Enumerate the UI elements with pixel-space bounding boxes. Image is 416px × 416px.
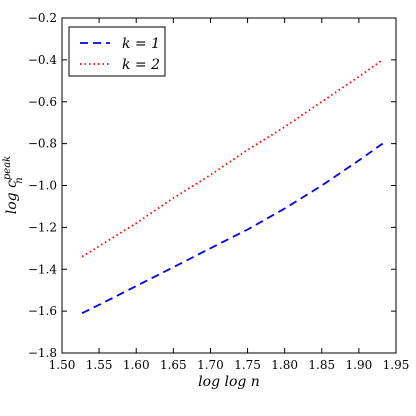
- x-tick-label: 1.60: [123, 358, 150, 372]
- x-tick-label: 1.95: [383, 358, 410, 372]
- legend-label-k2: k = 2: [122, 57, 160, 73]
- y-tick-label: −1.6: [28, 304, 57, 318]
- x-tick-label: 1.70: [197, 358, 224, 372]
- x-tick-label: 1.50: [49, 358, 76, 372]
- legend-label-k1: k = 1: [122, 36, 160, 52]
- y-axis-label-main: log c: [4, 180, 20, 214]
- y-tick-label: −1.4: [28, 262, 58, 276]
- y-axis-label-sub: n: [14, 177, 25, 183]
- axis-ticks: 1.50 1.55 1.60 1.65 1.70 1.75 1.80 1.85 1.90 1.95…: [28, 11, 410, 372]
- x-tick-label: 1.80: [271, 358, 298, 372]
- series-layer: [81, 59, 384, 315]
- y-tick-label: −1.0: [28, 179, 57, 193]
- y-tick-label: −0.2: [28, 11, 57, 25]
- y-tick-label: −0.4: [28, 53, 58, 67]
- y-tick-label: −0.6: [28, 95, 57, 109]
- y-axis-label: log cpeakn: [2, 156, 25, 215]
- x-tick-label: 1.75: [234, 358, 261, 372]
- legend: k = 1 k = 2: [68, 26, 166, 77]
- series-line-k2: [81, 59, 384, 258]
- x-tick-label: 1.65: [160, 358, 187, 372]
- x-axis-label: log log n: [198, 374, 260, 390]
- y-tick-label: −1.8: [28, 346, 57, 360]
- legend-box: [68, 26, 166, 77]
- series-line-k1: [81, 142, 384, 315]
- y-axis-label-sup: peak: [2, 156, 13, 180]
- x-tick-label: 1.85: [308, 358, 335, 372]
- x-tick-label: 1.90: [346, 358, 373, 372]
- y-tick-label: −1.2: [28, 220, 57, 234]
- x-tick-label: 1.55: [86, 358, 113, 372]
- y-tick-label: −0.8: [28, 137, 57, 151]
